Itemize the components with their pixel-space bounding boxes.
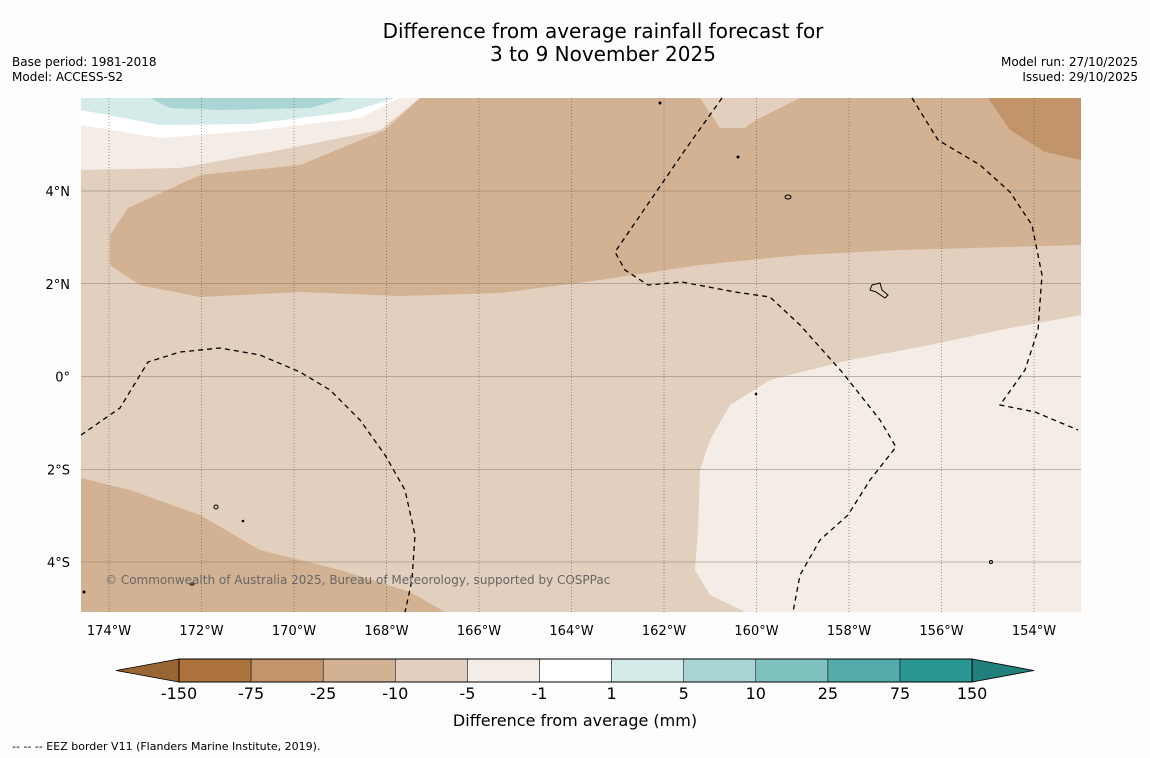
model-name: Model: ACCESS-S2 <box>12 70 124 84</box>
lon-label: 162°W <box>642 624 686 639</box>
colorbar-swatch <box>755 658 829 683</box>
region-dark-brown-ne <box>988 98 1081 160</box>
colorbar-tick-label: 10 <box>746 684 766 703</box>
lon-label: 174°W <box>87 624 131 639</box>
base-period: Base period: 1981-2018 <box>12 55 157 69</box>
region-brown-sw <box>81 478 445 612</box>
colorbar-label: Difference from average (mm) <box>453 711 697 730</box>
colorbar-swatch <box>827 658 901 683</box>
lon-label: 170°W <box>272 624 316 639</box>
grid-lines <box>81 98 1081 612</box>
colorbar-tick-label: -75 <box>238 684 264 703</box>
lon-label: 156°W <box>919 624 963 639</box>
lon-label: 160°W <box>734 624 778 639</box>
model-run: Model run: 27/10/2025 <box>1000 55 1138 69</box>
colorbar-tick-label: -5 <box>459 684 475 703</box>
region-teal-mid <box>150 98 345 110</box>
region-brown-band <box>110 98 1081 297</box>
colorbar: -150 -75 -25 -10 -5 -1 1 5 10 25 75 150 <box>115 658 1035 703</box>
page-title: Difference from average rainfall forecas… <box>0 20 1150 66</box>
colorbar-swatch <box>611 658 684 683</box>
colorbar-tick-label: 150 <box>957 684 988 703</box>
lat-label: 2°S <box>47 463 70 478</box>
colorbar-tick-label: -150 <box>161 684 197 703</box>
colorbar-tick-label: 1 <box>607 684 617 703</box>
colorbar-under-arrow <box>115 658 180 683</box>
colorbar-swatch <box>467 658 540 683</box>
eez-border-far-east <box>911 97 1079 431</box>
region-pale-patch <box>700 98 772 128</box>
eez-borders <box>80 97 1079 613</box>
islands <box>82 101 993 594</box>
meta-right: Model run: 27/10/2025 Issued: 29/10/2025 <box>1001 55 1138 85</box>
colorbar-swatch <box>395 658 468 683</box>
eez-legend: -- -- -- EEZ border V11 (Flanders Marine… <box>12 740 321 753</box>
lon-label: 164°W <box>549 624 593 639</box>
lon-axis-labels: 174°W 172°W 170°W 168°W 166°W 164°W 162°W 160°W… <box>87 624 1056 639</box>
lon-label: 166°W <box>457 624 501 639</box>
island-1 <box>784 194 792 200</box>
title-line-2: 3 to 9 November 2025 <box>490 42 716 66</box>
colorbar-over-arrow <box>971 658 1035 683</box>
colorbar-tick-label: -25 <box>310 684 336 703</box>
lat-label: 0° <box>55 371 70 386</box>
eez-border-east <box>614 97 897 613</box>
island-2 <box>869 282 889 299</box>
island-8 <box>754 392 758 396</box>
lon-label: 154°W <box>1012 624 1056 639</box>
title-line-1: Difference from average rainfall forecas… <box>382 19 824 43</box>
colorbar-swatch <box>178 658 252 683</box>
colorbar-tick-label: 25 <box>818 684 838 703</box>
island-9 <box>241 519 245 523</box>
colorbar-tick-label: -1 <box>532 684 548 703</box>
lat-label: 4°S <box>47 556 70 571</box>
island-7 <box>736 155 740 159</box>
lon-label: 168°W <box>364 624 408 639</box>
region-light-se <box>695 315 1081 612</box>
island-3 <box>213 504 219 510</box>
lat-label: 4°N <box>46 185 71 200</box>
map-panel <box>81 98 1081 612</box>
colorbar-swatch <box>322 658 396 683</box>
lon-label: 172°W <box>179 624 223 639</box>
copyright-text: © Commonwealth of Australia 2025, Bureau… <box>105 573 610 587</box>
island-4 <box>189 582 195 586</box>
island-6 <box>658 101 662 105</box>
colorbar-swatch <box>539 658 612 683</box>
lat-label: 2°N <box>46 278 71 293</box>
colorbar-tick-label: 5 <box>679 684 689 703</box>
meta-left: Base period: 1981-2018 Model: ACCESS-S2 <box>12 55 157 85</box>
island-10 <box>82 590 86 594</box>
colorbar-tick-label: -10 <box>382 684 408 703</box>
colorbar-swatch <box>899 658 973 683</box>
colorbar-frame <box>178 658 973 683</box>
colorbar-tick-label: 75 <box>890 684 910 703</box>
lon-label: 158°W <box>827 624 871 639</box>
lat-axis-labels: 4°N 2°N 0° 2°S 4°S <box>46 185 71 571</box>
island-5 <box>989 560 993 564</box>
colorbar-swatch <box>683 658 757 683</box>
issued-date: Issued: 29/10/2025 <box>1022 70 1138 84</box>
colorbar-swatch <box>250 658 324 683</box>
